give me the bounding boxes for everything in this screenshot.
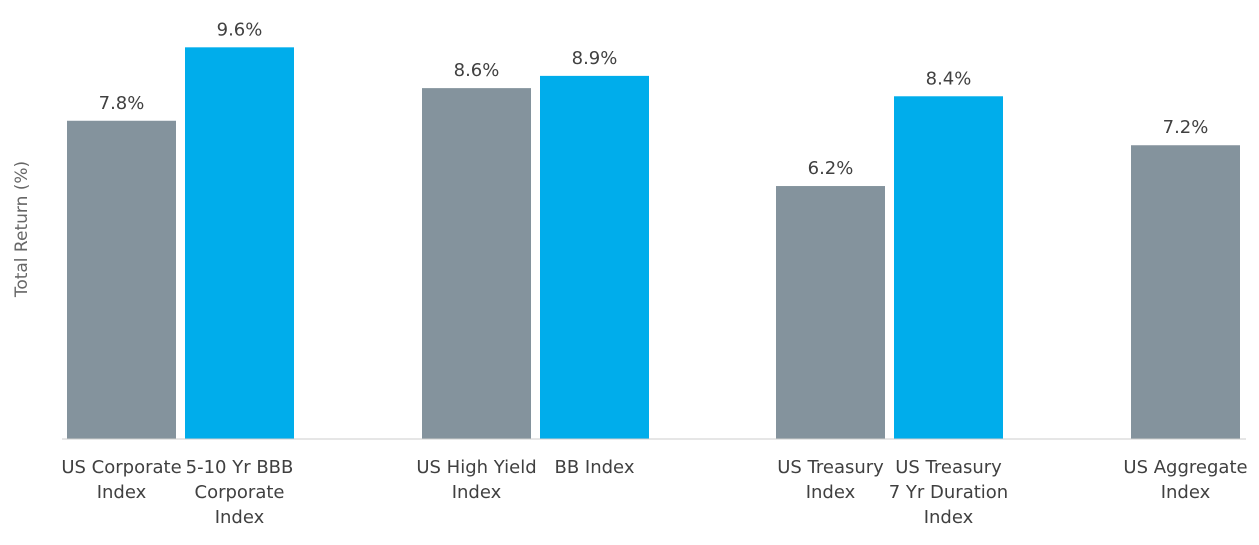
category-label-line: Index: [215, 507, 265, 528]
bars-layer: 7.8% US Corporate Index 9.6% 5-10 Yr BBB Corp…: [61, 19, 1247, 528]
value-label-3: 8.9%: [572, 48, 618, 69]
bar-3: [540, 75, 649, 439]
category-label-line: 5-10 Yr BBB: [186, 457, 294, 478]
category-label-line: Corporate: [195, 482, 285, 503]
category-label-line: Index: [1161, 482, 1211, 503]
bar-6: [1131, 145, 1240, 440]
value-label-5: 8.4%: [926, 68, 972, 89]
category-label-line: Index: [924, 507, 974, 528]
category-label-4: US Treasury Index: [777, 457, 884, 503]
bar-4: [776, 186, 885, 439]
value-label-1: 9.6%: [217, 19, 263, 40]
bar-5: [894, 96, 1003, 439]
category-label-line: US Aggregate: [1123, 457, 1247, 478]
category-label-1: 5-10 Yr BBB Corporate Index: [186, 457, 294, 528]
category-label-0: US Corporate Index: [61, 457, 181, 503]
bar-1: [185, 47, 294, 439]
category-label-3: BB Index: [555, 457, 635, 478]
category-label-5: US Treasury 7 Yr Duration Index: [889, 457, 1008, 528]
value-label-2: 8.6%: [454, 60, 500, 81]
category-label-line: BB Index: [555, 457, 635, 478]
value-label-0: 7.8%: [99, 93, 145, 114]
value-label-4: 6.2%: [808, 158, 854, 179]
category-label-line: US Treasury: [777, 457, 884, 478]
category-label-2: US High Yield Index: [416, 457, 536, 503]
category-label-line: US Treasury: [895, 457, 1002, 478]
value-label-6: 7.2%: [1163, 117, 1209, 138]
category-label-line: US Corporate: [61, 457, 181, 478]
category-label-line: US High Yield: [416, 457, 536, 478]
y-axis-label: Total Return (%): [12, 161, 32, 298]
bar-0: [67, 120, 176, 439]
category-label-line: Index: [97, 482, 147, 503]
category-label-6: US Aggregate Index: [1123, 457, 1247, 503]
category-label-line: Index: [452, 482, 502, 503]
bar-2: [422, 88, 531, 440]
category-label-line: 7 Yr Duration: [889, 482, 1008, 503]
category-label-line: Index: [806, 482, 856, 503]
